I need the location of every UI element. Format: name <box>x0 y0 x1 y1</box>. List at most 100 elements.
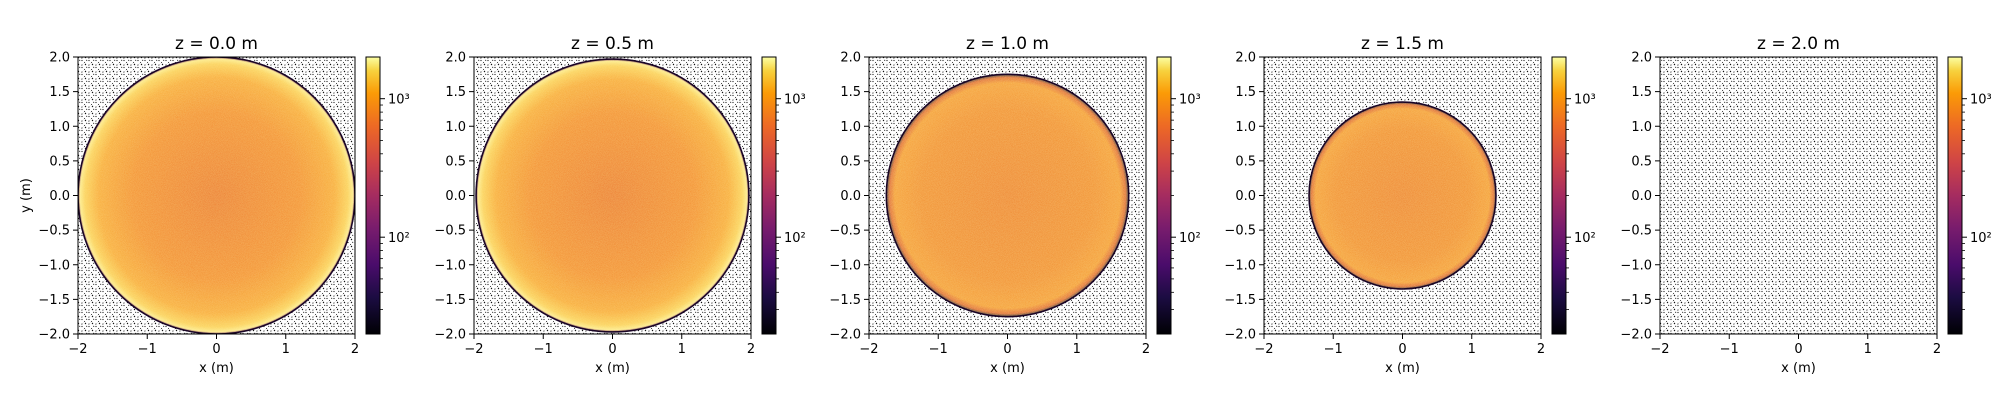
x-tick-label: 0 <box>1398 342 1406 357</box>
y-tick-label: 1.0 <box>840 120 861 135</box>
beam-intensity-disc <box>886 74 1129 317</box>
colorbar-tick-label: 10³ <box>1970 93 1992 108</box>
colorbar-tick-label: 10² <box>1970 231 1992 246</box>
y-tick-label: 0.0 <box>445 189 466 204</box>
y-tick-label: −2.0 <box>38 328 70 343</box>
y-tick-label: 0.0 <box>1235 189 1256 204</box>
panel-title: z = 0.5 m <box>571 34 654 54</box>
no-data-hatch <box>1660 57 1937 334</box>
y-tick-label: −1.5 <box>1620 293 1652 308</box>
y-tick-label: −1.5 <box>1224 293 1256 308</box>
y-tick-label: 1.5 <box>49 85 70 100</box>
x-axis-label: x (m) <box>1781 361 1816 376</box>
x-tick-label: −1 <box>534 342 553 357</box>
y-tick-label: 1.5 <box>445 85 466 100</box>
colorbar <box>1156 56 1172 335</box>
x-tick-label: 1 <box>1864 342 1872 357</box>
y-tick-label: −0.5 <box>38 224 70 239</box>
x-tick-label: 0 <box>1003 342 1011 357</box>
x-tick-label: −2 <box>1254 342 1273 357</box>
y-tick-label: −1.0 <box>38 258 70 273</box>
y-tick-label: 0.0 <box>1631 189 1652 204</box>
heatmap-panel-2: −2 −1 0 1 2 −2.0 −1.5 −1.0 −0.5 0.0 0.5 1.0 1.5 2.0 z … <box>829 34 1200 376</box>
x-tick-label: 1 <box>1073 342 1081 357</box>
beam-intensity-disc <box>78 57 355 334</box>
y-tick-label: 1.0 <box>445 120 466 135</box>
colorbar-tick-label: 10³ <box>1574 93 1596 108</box>
beam-intensity-disc <box>1309 102 1496 289</box>
y-tick-label: −0.5 <box>434 224 466 239</box>
colorbar-tick-label: 10² <box>784 231 806 246</box>
y-tick-label: 0.5 <box>49 154 70 169</box>
y-tick-label: −1.0 <box>1620 258 1652 273</box>
y-tick-label: 0.0 <box>840 189 861 204</box>
y-tick-label: −2.0 <box>1620 328 1652 343</box>
y-tick-label: −2.0 <box>1224 328 1256 343</box>
y-tick-label: 2.0 <box>840 51 861 66</box>
colorbar-tick-label: 10² <box>388 231 410 246</box>
y-tick-label: 0.5 <box>1235 154 1256 169</box>
y-tick-label: 1.5 <box>1235 85 1256 100</box>
x-tick-label: −1 <box>1324 342 1343 357</box>
heatmap-panel-3: −2 −1 0 1 2 −2.0 −1.5 −1.0 −0.5 0.0 0.5 1.0 1.5 2.0 z … <box>1224 34 1595 376</box>
y-tick-label: 0.5 <box>445 154 466 169</box>
colorbar-tick-label: 10³ <box>388 93 410 108</box>
colorbar <box>1947 56 1963 335</box>
y-tick-label: −1.5 <box>829 293 861 308</box>
x-tick-label: 2 <box>747 342 755 357</box>
x-tick-label: 2 <box>1142 342 1150 357</box>
y-tick-label: −0.5 <box>1224 224 1256 239</box>
y-tick-label: −1.0 <box>829 258 861 273</box>
y-tick-label: −0.5 <box>829 224 861 239</box>
y-tick-label: −1.5 <box>434 293 466 308</box>
x-tick-label: 2 <box>1537 342 1545 357</box>
y-tick-label: 2.0 <box>49 51 70 66</box>
y-tick-label: −1.0 <box>1224 258 1256 273</box>
colorbar-tick-label: 10³ <box>1179 93 1201 108</box>
x-tick-label: 0 <box>1794 342 1802 357</box>
y-tick-label: 0.5 <box>840 154 861 169</box>
heatmap-panel-4: −2 −1 0 1 2 −2.0 −1.5 −1.0 −0.5 0.0 0.5 1.0 1.5 2.0 z … <box>1620 34 1991 376</box>
panel-title: z = 1.5 m <box>1361 34 1444 54</box>
y-tick-label: 1.5 <box>840 85 861 100</box>
x-tick-label: 2 <box>351 342 359 357</box>
y-tick-label: −2.0 <box>829 328 861 343</box>
y-tick-label: −1.5 <box>38 293 70 308</box>
x-tick-label: 1 <box>282 342 290 357</box>
y-tick-label: 1.0 <box>1235 120 1256 135</box>
y-tick-label: −0.5 <box>1620 224 1652 239</box>
y-tick-label: 1.0 <box>49 120 70 135</box>
y-tick-label: 1.0 <box>1631 120 1652 135</box>
beam-edge <box>475 58 750 333</box>
y-tick-label: 0.5 <box>1631 154 1652 169</box>
heatmap-panel-1: −2 −1 0 1 2 −2.0 −1.5 −1.0 −0.5 0.0 0.5 1.0 1.5 2.0 z … <box>434 34 805 376</box>
x-tick-label: −2 <box>68 342 87 357</box>
x-tick-label: −1 <box>1720 342 1739 357</box>
x-axis-label: x (m) <box>199 361 234 376</box>
colorbar <box>365 56 381 335</box>
x-tick-label: −1 <box>929 342 948 357</box>
x-tick-label: −2 <box>1650 342 1669 357</box>
colorbar <box>1551 56 1567 335</box>
panel-title: z = 0.0 m <box>175 34 258 54</box>
y-tick-label: 1.5 <box>1631 85 1652 100</box>
colorbar-tick-label: 10² <box>1574 231 1596 246</box>
x-tick-label: 0 <box>212 342 220 357</box>
heatmap-panel-0: −2 −1 0 1 2 −2.0 −1.5 −1.0 −0.5 0.0 0.5 1.0 1.5 2.0 z … <box>19 34 410 376</box>
x-axis-label: x (m) <box>990 361 1025 376</box>
x-tick-label: −1 <box>138 342 157 357</box>
x-tick-label: 0 <box>608 342 616 357</box>
y-axis-label: y (m) <box>19 178 34 213</box>
colorbar-tick-label: 10² <box>1179 231 1201 246</box>
x-axis-label: x (m) <box>595 361 630 376</box>
x-tick-label: 1 <box>1468 342 1476 357</box>
beam-edge <box>1308 101 1497 290</box>
panel-title: z = 1.0 m <box>966 34 1049 54</box>
y-tick-label: 2.0 <box>445 51 466 66</box>
y-tick-label: −2.0 <box>434 328 466 343</box>
y-tick-label: 2.0 <box>1631 51 1652 66</box>
y-tick-label: −1.0 <box>434 258 466 273</box>
x-axis-label: x (m) <box>1385 361 1420 376</box>
beam-intensity-disc <box>476 59 749 332</box>
